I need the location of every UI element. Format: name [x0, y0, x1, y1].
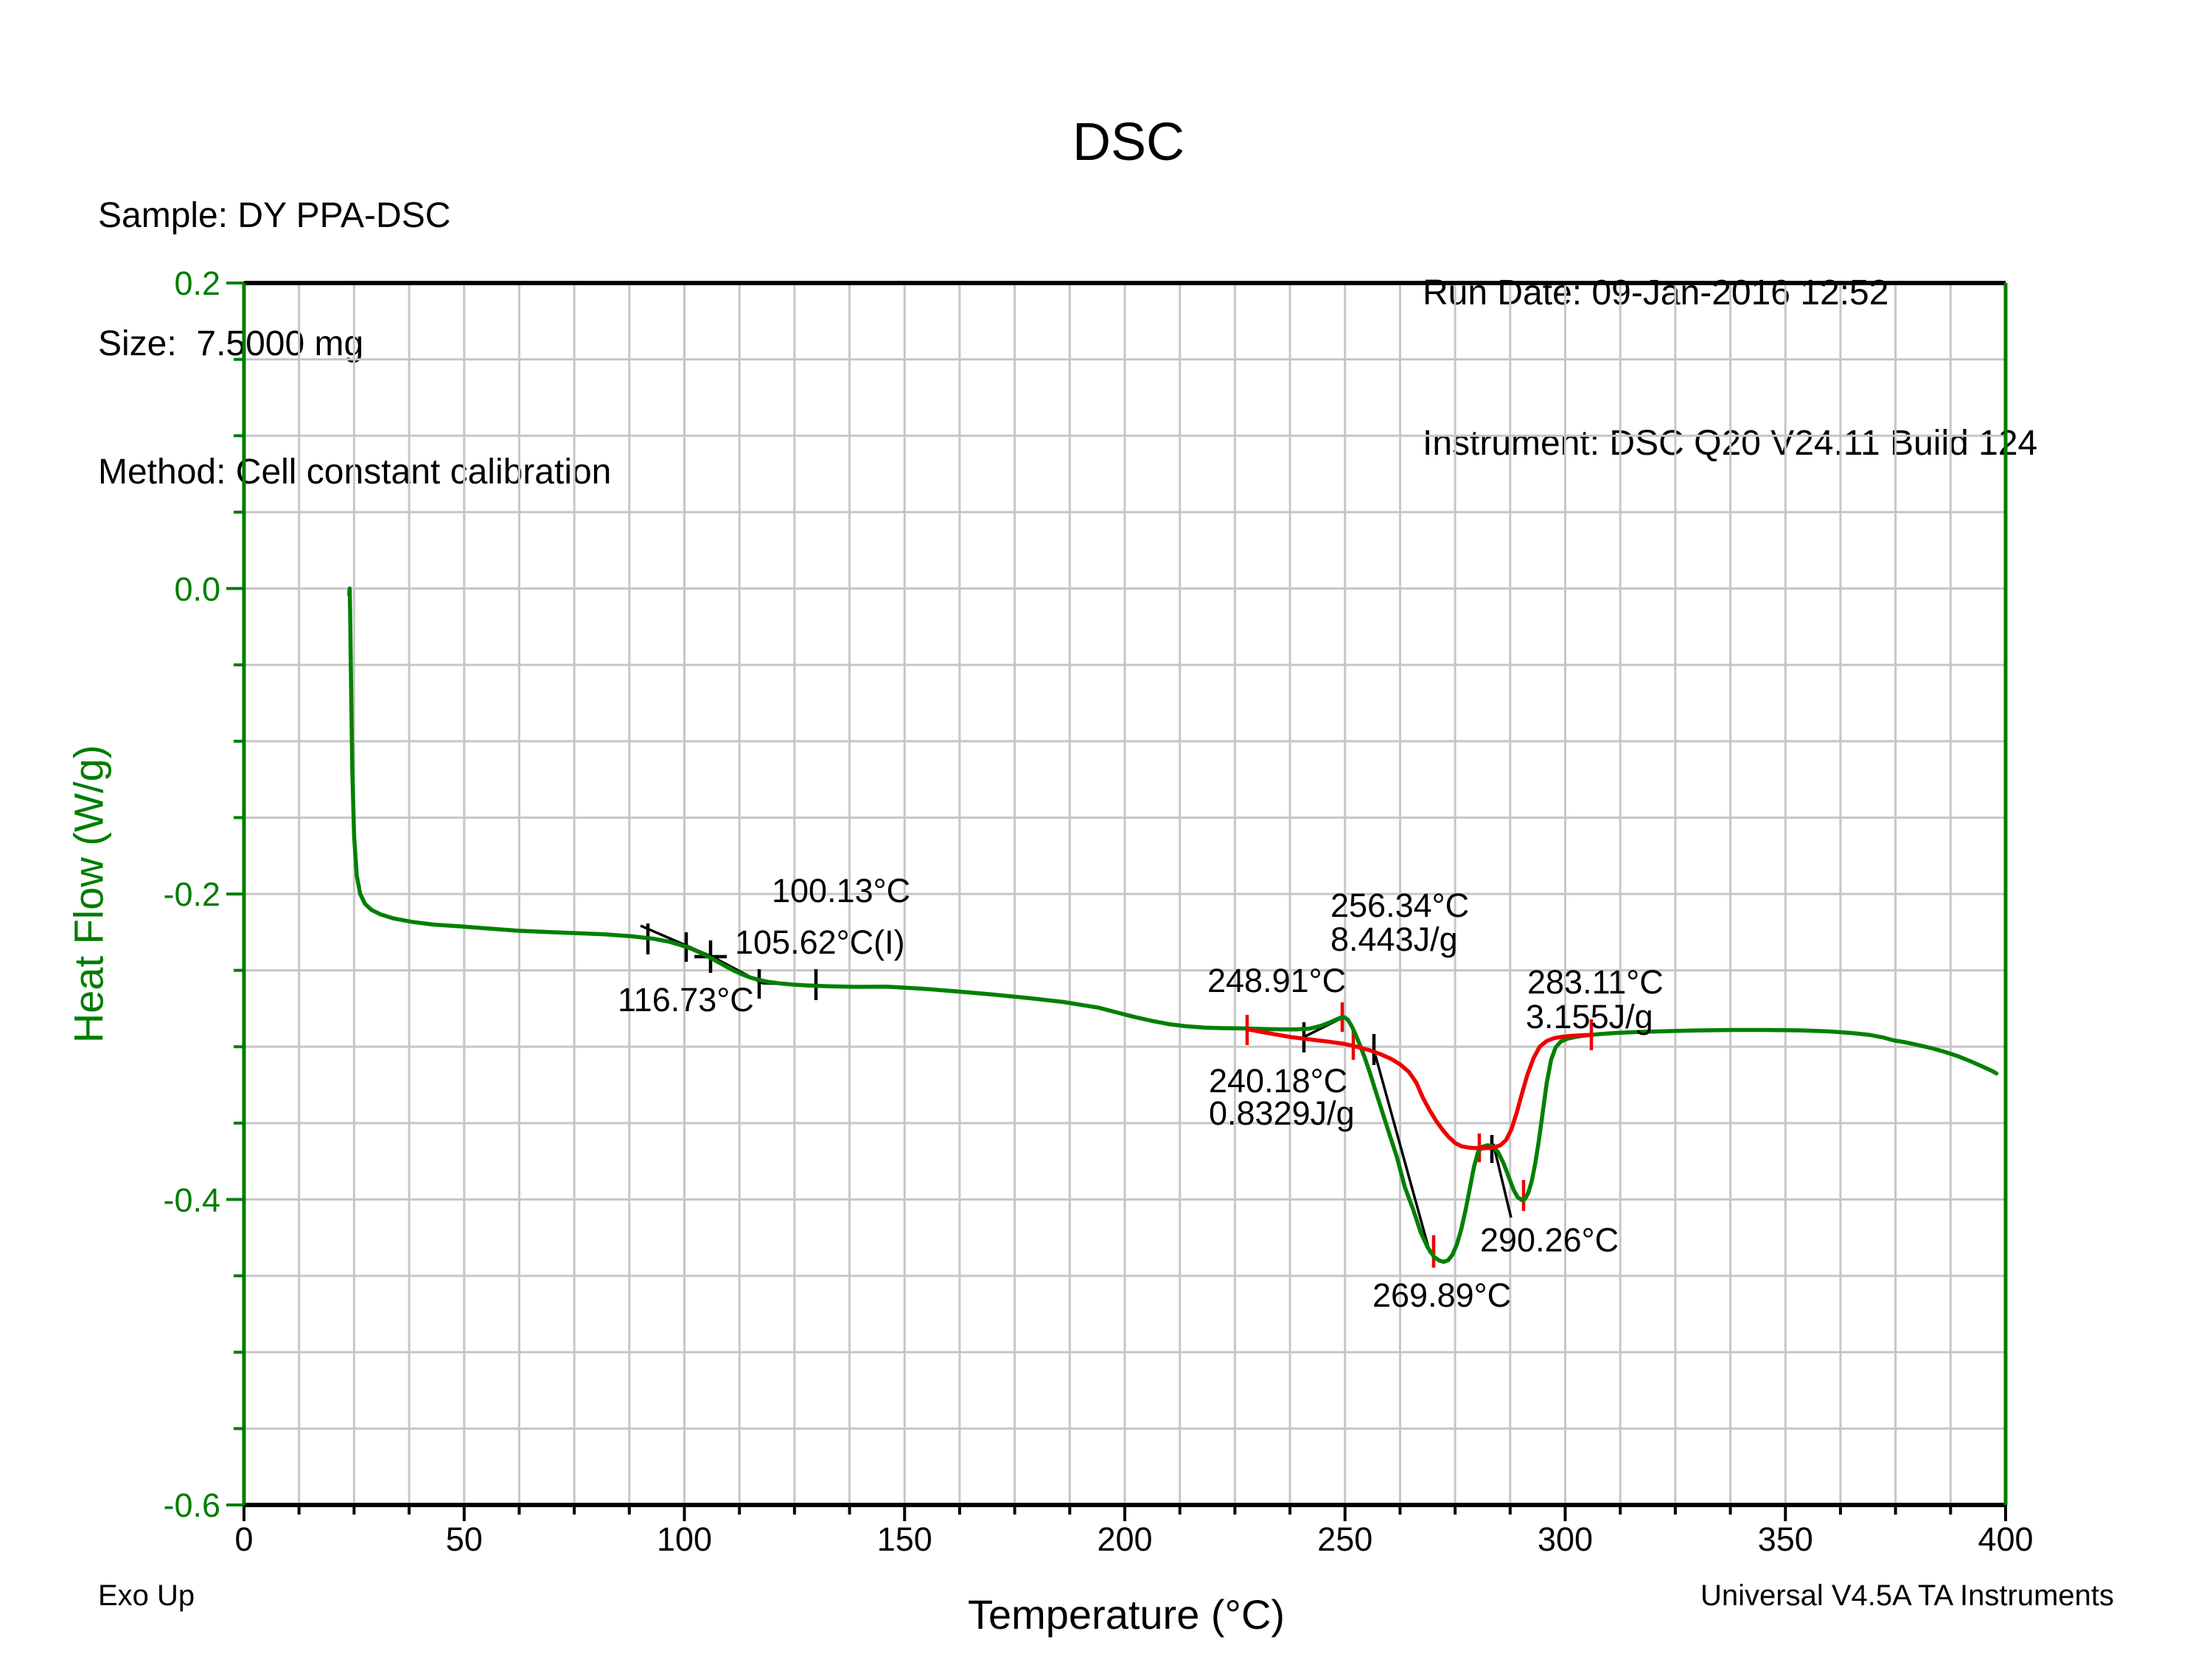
- size-line: Size: 7.5000 mg: [98, 324, 364, 363]
- annotation-label: 105.62°C(I): [735, 923, 905, 961]
- annotation-label: 0.8329J/g: [1209, 1094, 1355, 1132]
- x-tick-label: 50: [445, 1520, 483, 1558]
- construction-line: [1492, 1143, 1513, 1218]
- x-tick-label: 400: [1978, 1520, 2034, 1558]
- x-tick-label: 350: [1757, 1520, 1813, 1558]
- annotation-label: 290.26°C: [1480, 1221, 1619, 1259]
- y-tick-label: 0.0: [174, 570, 220, 608]
- y-tick-label: -0.2: [163, 876, 220, 913]
- x-tick-label: 300: [1537, 1520, 1594, 1558]
- sample-line: Sample: DY PPA-DSC: [98, 196, 451, 235]
- x-tick-label: 100: [656, 1520, 713, 1558]
- x-axis-title: Temperature (°C): [967, 1591, 1285, 1638]
- x-tick-label: 0: [234, 1520, 254, 1558]
- y-tick-label: -0.4: [163, 1181, 220, 1219]
- run-date-line: Run Date: 09-Jan-2016 12:52: [1423, 273, 1889, 312]
- annotation-label: 248.91°C: [1207, 962, 1347, 999]
- curve-heat-flow-first-heat: [347, 586, 1999, 1264]
- construction-line: [1374, 1055, 1431, 1254]
- y-tick-label: -0.6: [163, 1487, 220, 1524]
- page-title: DSC: [1072, 113, 1185, 172]
- y-tick-label: 0.2: [174, 265, 220, 302]
- annotation-label: 269.89°C: [1372, 1276, 1512, 1314]
- annotation-label: 256.34°C: [1330, 887, 1470, 924]
- annotation-label: 3.155J/g: [1526, 998, 1653, 1035]
- annotation-label: 100.13°C: [772, 872, 911, 909]
- annotation-label: 240.18°C: [1209, 1062, 1348, 1100]
- annotation-label: 116.73°C: [618, 981, 754, 1019]
- annotation-label: 8.443J/g: [1330, 921, 1458, 958]
- curve-overlay-curve: [1245, 1027, 1595, 1150]
- x-tick-label: 200: [1097, 1520, 1153, 1558]
- method-line: Method: Cell constant calibration: [98, 453, 612, 492]
- brand-label: Universal V4.5A TA Instruments: [1700, 1579, 2114, 1612]
- x-tick-label: 250: [1317, 1520, 1373, 1558]
- exo-up-label: Exo Up: [98, 1579, 195, 1612]
- annotation-label: 283.11°C: [1527, 963, 1664, 1001]
- x-tick-label: 150: [876, 1520, 932, 1558]
- sample-header-block: Sample: DY PPA-DSC Size: 7.5000 mg Metho…: [98, 109, 611, 537]
